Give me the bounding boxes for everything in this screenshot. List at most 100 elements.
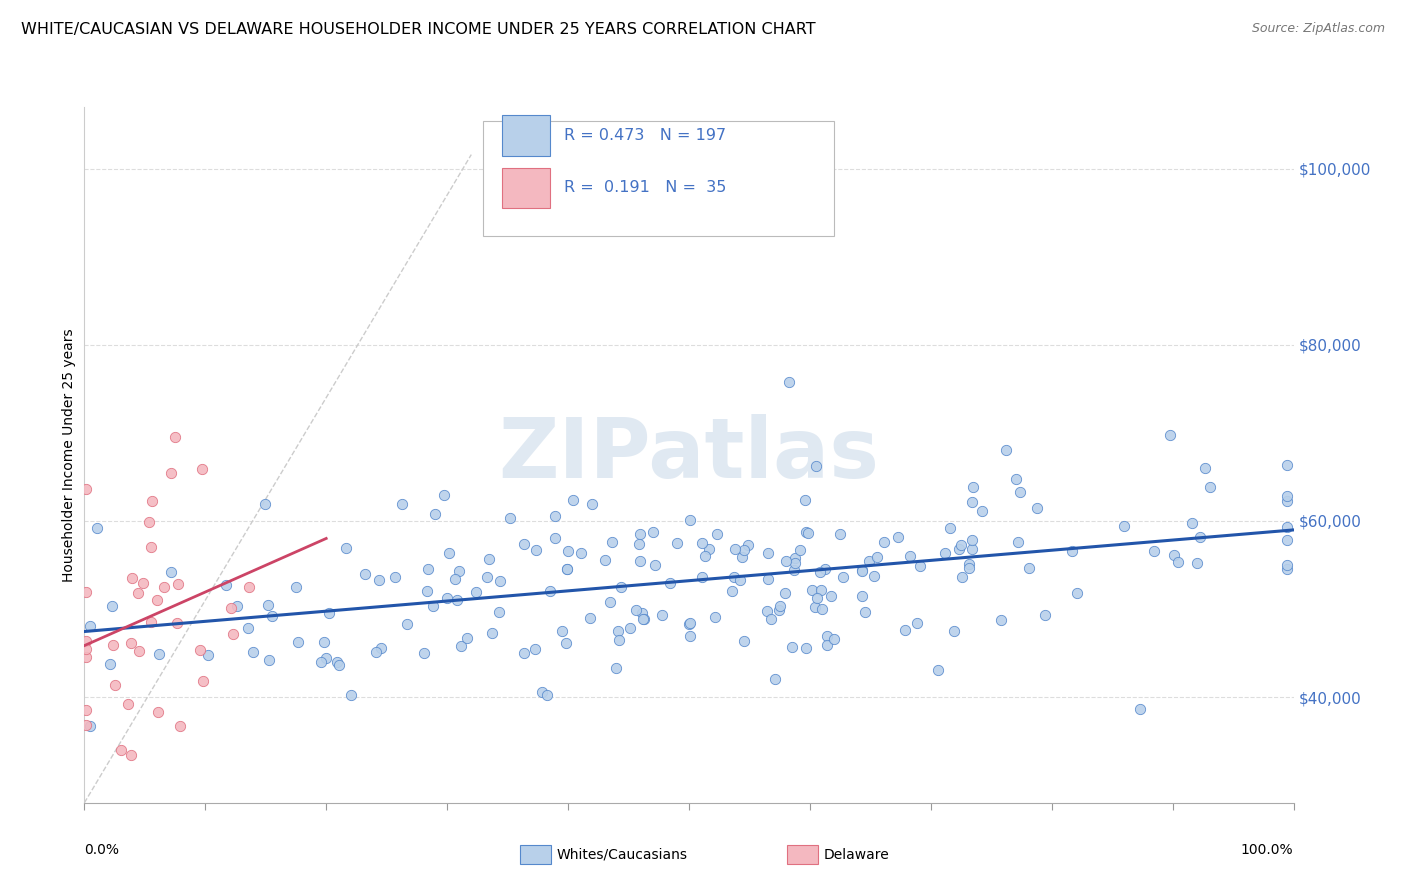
Point <box>633 612 655 626</box>
Point <box>814 562 837 576</box>
Point <box>146 592 169 607</box>
Text: Source: ZipAtlas.com: Source: ZipAtlas.com <box>1251 22 1385 36</box>
Point <box>1167 555 1189 569</box>
Point <box>75 649 97 664</box>
Point <box>489 574 512 588</box>
Point <box>117 697 139 711</box>
Point <box>219 601 242 615</box>
Point <box>898 549 921 564</box>
Point <box>579 611 602 625</box>
Point <box>456 631 478 645</box>
Point <box>886 530 908 544</box>
Point <box>1035 607 1057 622</box>
Point <box>551 624 574 639</box>
Point <box>444 572 467 586</box>
Point <box>938 521 960 535</box>
Point <box>679 615 702 630</box>
Point <box>724 542 747 557</box>
Point <box>851 564 873 578</box>
Text: Whites/Caucasians: Whites/Caucasians <box>557 847 688 862</box>
Point <box>1277 490 1299 504</box>
Point <box>340 688 363 702</box>
Point <box>131 576 153 591</box>
Point <box>499 510 522 524</box>
Point <box>422 599 444 613</box>
Point <box>785 550 807 565</box>
Point <box>641 525 664 540</box>
Point <box>110 743 132 757</box>
Point <box>328 658 350 673</box>
Point <box>815 638 838 652</box>
Point <box>513 537 536 551</box>
Point <box>1062 543 1084 558</box>
Point <box>439 546 461 560</box>
Point <box>693 549 716 563</box>
Point <box>544 509 567 524</box>
Point <box>446 592 468 607</box>
Point <box>165 430 187 444</box>
Point <box>477 551 499 566</box>
Point <box>75 718 97 732</box>
Point <box>79 719 101 733</box>
Point <box>731 549 754 564</box>
Point <box>148 706 170 720</box>
Point <box>433 488 456 502</box>
Text: R =  0.191   N =  35: R = 0.191 N = 35 <box>564 180 727 195</box>
Point <box>75 642 97 657</box>
Point <box>797 525 820 540</box>
Point <box>391 497 413 511</box>
Point <box>425 507 447 521</box>
Point <box>1066 586 1088 600</box>
Point <box>104 678 127 692</box>
Point <box>488 605 510 619</box>
Point <box>1018 561 1040 575</box>
Point <box>783 556 806 570</box>
Point <box>808 565 831 579</box>
Point <box>800 582 823 597</box>
Point <box>1007 535 1029 549</box>
Point <box>569 546 592 560</box>
Point <box>257 599 280 613</box>
Text: Delaware: Delaware <box>824 847 890 862</box>
Point <box>238 622 260 636</box>
Point <box>950 570 973 584</box>
Point <box>1026 501 1049 516</box>
Point <box>238 580 260 594</box>
Point <box>557 562 579 576</box>
Text: 0.0%: 0.0% <box>84 843 120 857</box>
Point <box>413 646 436 660</box>
Point <box>851 590 873 604</box>
Point <box>733 634 755 648</box>
Point <box>721 584 744 599</box>
FancyBboxPatch shape <box>484 121 834 235</box>
Point <box>1198 480 1220 494</box>
Point <box>214 577 236 591</box>
Point <box>994 443 1017 458</box>
Point <box>524 641 547 656</box>
Point <box>554 635 576 649</box>
Point <box>524 542 547 557</box>
Point <box>658 576 681 591</box>
Point <box>1194 460 1216 475</box>
Point <box>120 747 142 762</box>
Point <box>628 536 651 550</box>
Point <box>972 504 994 518</box>
Point <box>706 527 728 541</box>
Point <box>665 535 688 549</box>
Point <box>599 595 621 609</box>
Point <box>783 563 806 577</box>
Point <box>166 616 188 631</box>
Point <box>811 602 834 616</box>
Point <box>690 570 713 584</box>
Point <box>806 591 828 605</box>
Point <box>370 641 392 656</box>
Point <box>557 544 579 558</box>
Point <box>730 573 752 587</box>
Point <box>141 494 163 508</box>
Point <box>806 459 828 474</box>
Point <box>544 531 567 545</box>
Point <box>368 573 391 587</box>
Point <box>536 689 558 703</box>
Point <box>619 622 641 636</box>
Point <box>990 613 1012 627</box>
